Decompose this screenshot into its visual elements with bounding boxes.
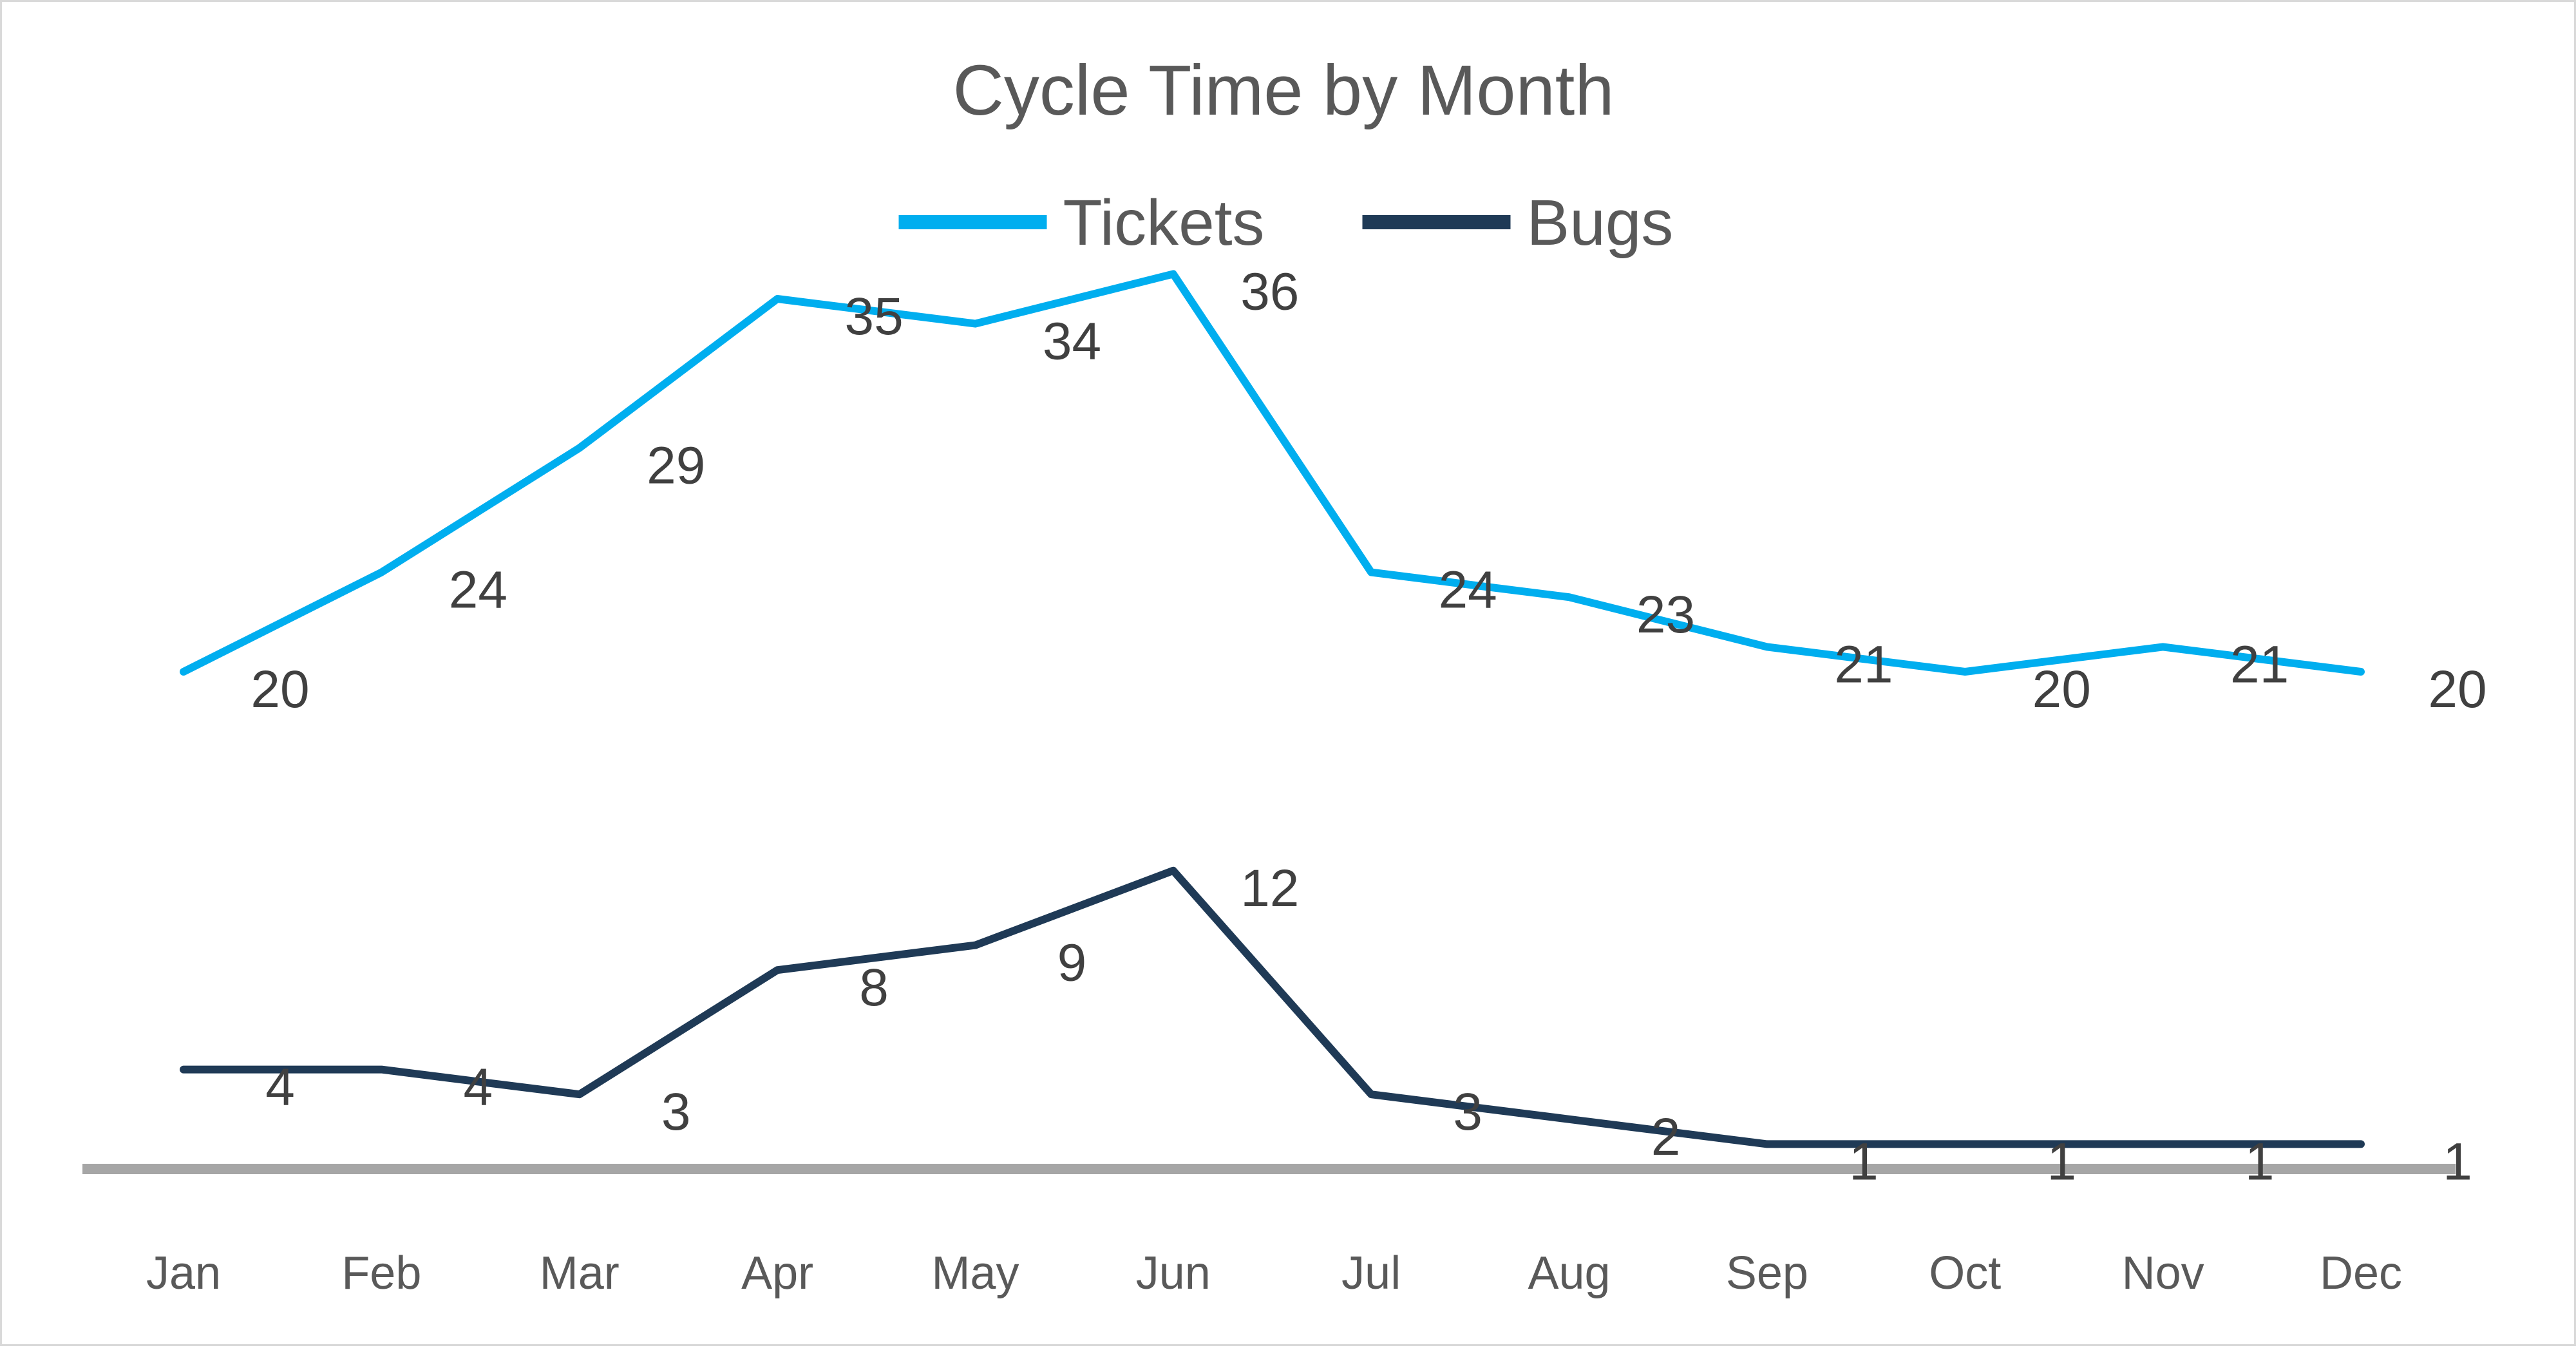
x-tick-label-apr: Apr [741, 1248, 813, 1299]
series-line-bugs [180, 866, 2365, 1148]
x-tick-label-mar: Mar [540, 1248, 620, 1299]
legend-label-bugs: Bugs [1527, 187, 1674, 259]
x-tick-label-oct: Oct [1929, 1248, 2001, 1299]
data-label-tickets-mar: 29 [647, 437, 705, 495]
x-tick-label-sep: Sep [1726, 1248, 1808, 1299]
data-label-tickets-jan: 20 [251, 660, 309, 719]
x-tick-label-aug: Aug [1528, 1248, 1610, 1299]
data-label-bugs-dec: 1 [2443, 1132, 2472, 1191]
data-label-bugs-jan: 4 [265, 1058, 295, 1117]
data-label-tickets-feb: 24 [449, 561, 507, 620]
legend-label-tickets: Tickets [1063, 187, 1265, 259]
data-label-tickets-dec: 20 [2428, 660, 2486, 719]
x-tick-label-jan: Jan [146, 1248, 221, 1299]
legend: Tickets Bugs [898, 187, 1674, 259]
data-label-tickets-sep: 21 [1834, 635, 1893, 694]
series-group [180, 270, 2365, 1148]
x-tick-label-may: May [931, 1248, 1019, 1299]
data-label-bugs-may: 9 [1057, 934, 1087, 992]
data-label-tickets-oct: 20 [2032, 660, 2091, 719]
data-label-tickets-may: 34 [1043, 312, 1101, 371]
data-label-bugs-oct: 1 [2047, 1132, 2076, 1191]
data-label-tickets-nov: 21 [2230, 635, 2289, 694]
x-tick-label-feb: Feb [341, 1248, 421, 1299]
data-label-bugs-jul: 3 [1453, 1083, 1482, 1141]
data-label-bugs-sep: 1 [1849, 1132, 1879, 1191]
chart-title: Cycle Time by Month [952, 51, 1614, 130]
series-line-tickets [180, 270, 2365, 676]
data-label-bugs-mar: 3 [661, 1083, 691, 1141]
data-label-bugs-nov: 1 [2245, 1132, 2275, 1191]
x-axis: Jan Feb Mar Apr May Jun Jul Aug Sep Oct Nov Dec [82, 1164, 2456, 1299]
data-label-bugs-feb: 4 [464, 1058, 493, 1117]
data-label-tickets-apr: 35 [844, 287, 903, 346]
data-label-bugs-apr: 8 [859, 958, 889, 1017]
data-label-tickets-jun: 36 [1240, 262, 1299, 321]
data-label-tickets-jul: 24 [1439, 561, 1497, 620]
x-tick-label-jun: Jun [1136, 1248, 1211, 1299]
data-label-tickets-aug: 23 [1636, 585, 1695, 644]
x-tick-label-nov: Nov [2122, 1248, 2204, 1299]
data-label-bugs-jun: 12 [1240, 859, 1299, 918]
x-tick-label-jul: Jul [1341, 1248, 1401, 1299]
data-label-bugs-aug: 2 [1651, 1108, 1681, 1166]
x-tick-label-dec: Dec [2320, 1248, 2402, 1299]
